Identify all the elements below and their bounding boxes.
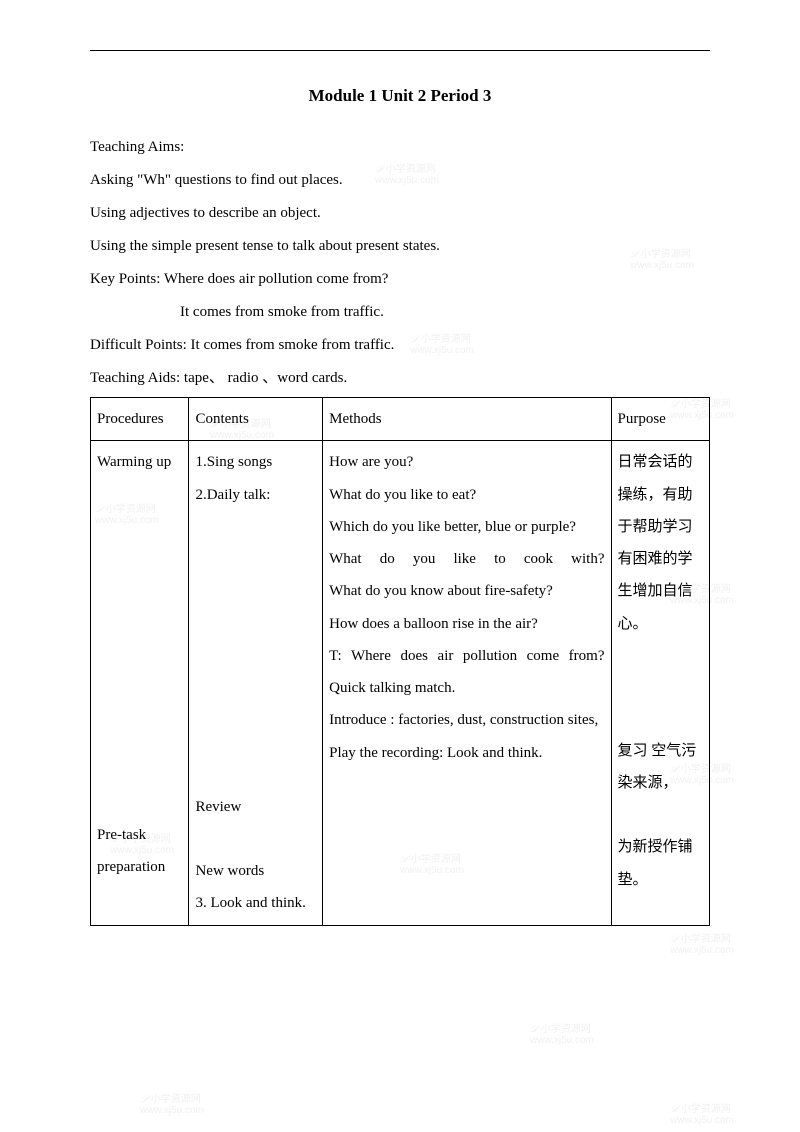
page-container: Module 1 Unit 2 Period 3 Teaching Aims: … <box>90 50 710 926</box>
table-header-row: Procedures Contents Methods Purpose <box>91 398 710 441</box>
header-contents: Contents <box>189 398 323 441</box>
methods-text-8: Quick talking match. <box>329 672 604 704</box>
lesson-plan-table: Procedures Contents Methods Purpose Warm… <box>90 397 710 926</box>
key-points: Key Points: Where does air pollution com… <box>90 263 710 296</box>
methods-text-5: What do you know about fire-safety? <box>329 575 604 607</box>
methods-text-10: Play the recording: Look and think. <box>329 737 604 769</box>
header-purpose: Purpose <box>611 398 710 441</box>
top-horizontal-rule <box>90 50 710 51</box>
table-row: Warming up Pre-task preparation 1.Sing s… <box>91 441 710 925</box>
spacer <box>97 479 182 819</box>
watermark-icon: 𝒟 小学资源网www.xj5u.com <box>670 1100 734 1126</box>
contents-text-4: New words <box>195 855 316 887</box>
contents-text-1: 1.Sing songs <box>195 446 316 478</box>
purpose-text-1: 日常会话的操练，有助于帮助学习有困难的学生增加自信心。 <box>618 446 704 640</box>
purpose-text-3: 为新授作铺垫。 <box>618 831 704 896</box>
spacer <box>618 799 704 831</box>
watermark-icon: 𝒟 小学资源网www.xj5u.com <box>140 1090 204 1116</box>
cell-purpose: 日常会话的操练，有助于帮助学习有困难的学生增加自信心。 复习 空气污染来源， 为… <box>611 441 710 925</box>
teaching-aids: Teaching Aids: tape、 radio 、word cards. <box>90 362 710 395</box>
purpose-text-2: 复习 空气污染来源， <box>618 735 704 800</box>
aim-3: Using the simple present tense to talk a… <box>90 230 710 263</box>
difficult-points: Difficult Points: It comes from smoke fr… <box>90 329 710 362</box>
cell-contents: 1.Sing songs 2.Daily talk: Review New wo… <box>189 441 323 925</box>
spacer <box>195 511 316 791</box>
header-methods: Methods <box>323 398 611 441</box>
methods-text-2: What do you like to eat? <box>329 479 604 511</box>
methods-text-3: Which do you like better, blue or purple… <box>329 511 604 543</box>
methods-text-1: How are you? <box>329 446 604 478</box>
contents-text-2: 2.Daily talk: <box>195 479 316 511</box>
spacer <box>618 640 704 735</box>
methods-text-9: Introduce : factories, dust, constructio… <box>329 704 604 736</box>
procedures-text-2: Pre-task preparation <box>97 819 182 884</box>
methods-text-7: T: Where does air pollution come from? <box>329 640 604 672</box>
spacer <box>195 823 316 855</box>
page-title: Module 1 Unit 2 Period 3 <box>90 86 710 106</box>
procedures-text-1: Warming up <box>97 446 182 478</box>
watermark-icon: 𝒟 小学资源网www.xj5u.com <box>530 1020 594 1046</box>
aim-1: Asking "Wh" questions to find out places… <box>90 164 710 197</box>
header-procedures: Procedures <box>91 398 189 441</box>
cell-methods: How are you? What do you like to eat? Wh… <box>323 441 611 925</box>
aim-2: Using adjectives to describe an object. <box>90 197 710 230</box>
cell-procedures: Warming up Pre-task preparation <box>91 441 189 925</box>
teaching-aims-label: Teaching Aims: <box>90 131 710 164</box>
contents-text-5: 3. Look and think. <box>195 887 316 919</box>
methods-text-6: How does a balloon rise in the air? <box>329 608 604 640</box>
contents-text-3: Review <box>195 791 316 823</box>
key-points-sub: It comes from smoke from traffic. <box>90 296 710 329</box>
methods-text-4: What do you like to cook with? <box>329 543 604 575</box>
watermark-icon: 𝒟 小学资源网www.xj5u.com <box>670 930 734 956</box>
